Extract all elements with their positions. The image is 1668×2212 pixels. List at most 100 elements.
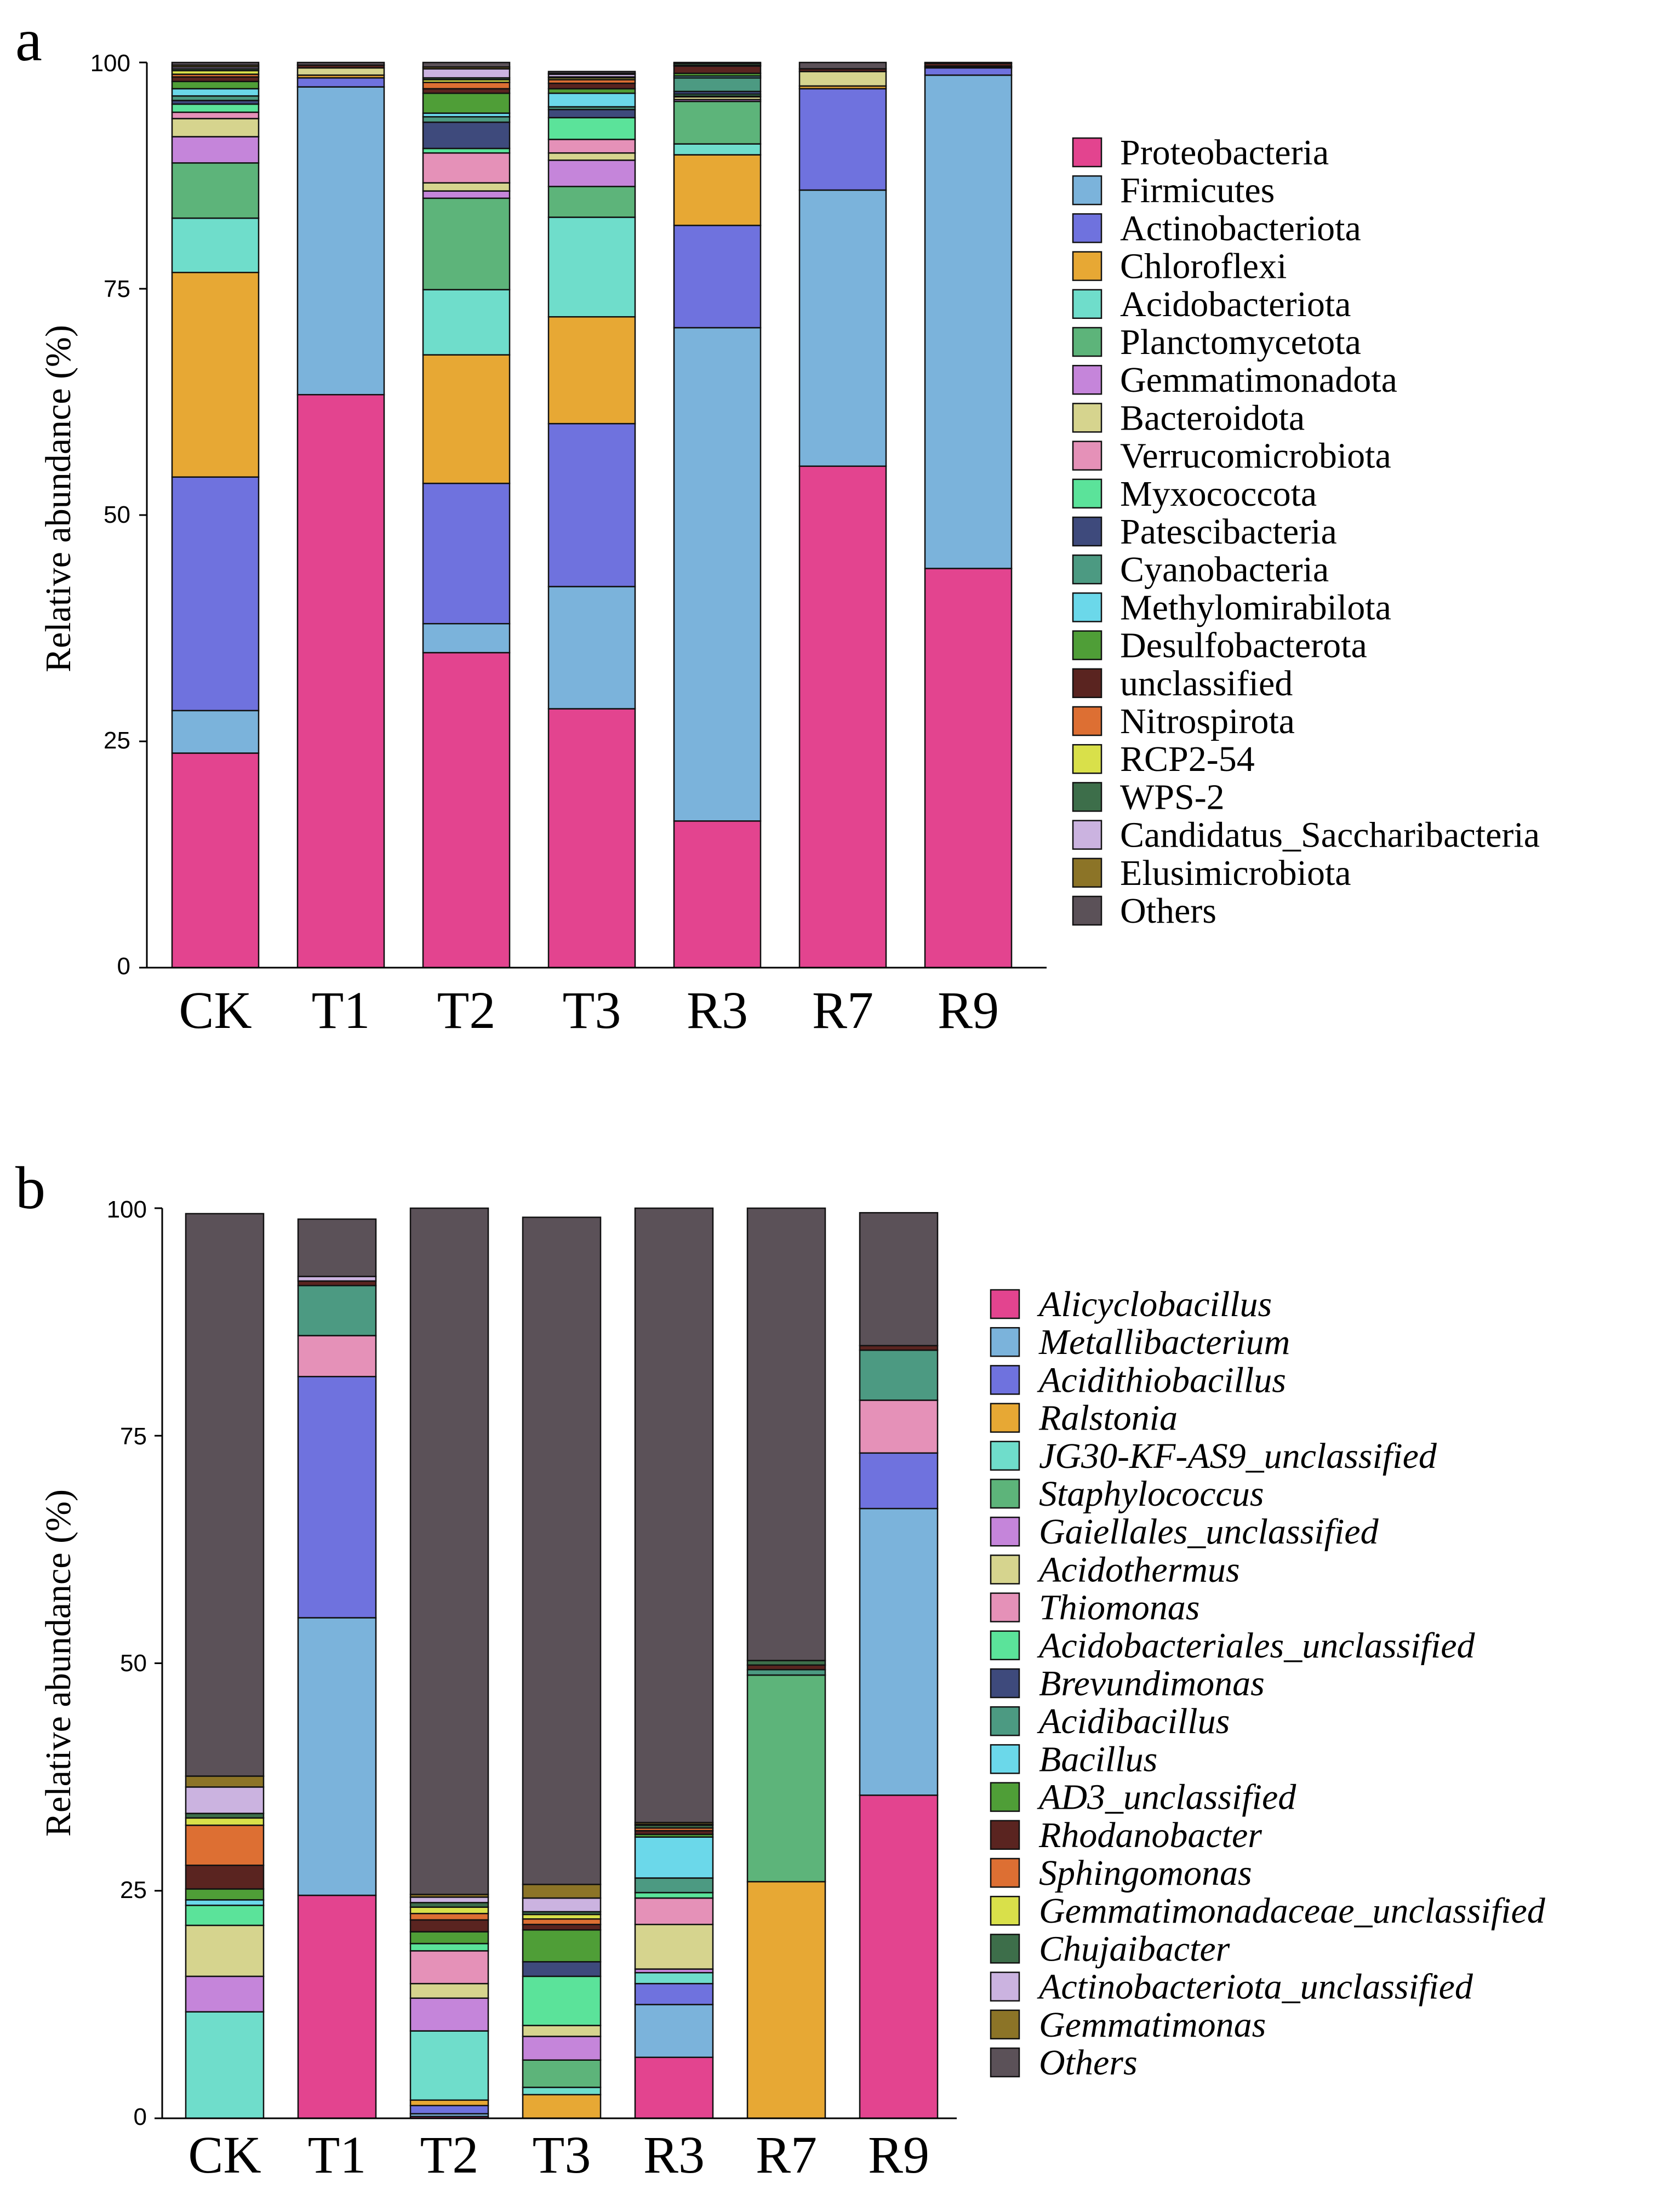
panel-b-bar-segment <box>297 1284 377 1336</box>
panel-b-bar-segment <box>409 1931 489 1945</box>
panel-a-bar-segment <box>673 61 762 64</box>
panel-a-bar-segment <box>171 61 260 66</box>
panel-a-bar-segment <box>673 820 762 969</box>
panel-a-category-label: R9 <box>938 981 999 1039</box>
panel-b-y-tick-label: 75 <box>120 1423 147 1450</box>
panel-a-bar-segment <box>673 143 762 156</box>
panel-b-bar-segment <box>409 1997 489 2032</box>
panel-b-legend: AlicyclobacillusMetallibacteriumAcidithi… <box>990 1284 1546 2083</box>
panel-b-legend-label: Others <box>1039 2043 1138 2083</box>
panel-b-bar-segment <box>522 2094 602 2119</box>
panel-b-bar-segment <box>185 1864 265 1890</box>
panel-b-legend-label: Acidobacteriales_unclassified <box>1037 1626 1476 1666</box>
panel-a-bar-segment <box>673 327 762 822</box>
panel-b-bar-segment <box>746 1674 826 1883</box>
panel-a-bar-segment <box>798 71 887 87</box>
panel-b-category-label: R7 <box>756 2125 817 2184</box>
panel-b-category-label: R9 <box>868 2125 929 2184</box>
panel-a-bar-segment <box>547 108 636 119</box>
panel-a-legend-swatch <box>1072 403 1103 433</box>
panel-a-legend-label: Nitrospirota <box>1120 701 1295 741</box>
panel-b-legend-label: Acidothermus <box>1037 1550 1240 1590</box>
panel-b-y-tick-label: 50 <box>120 1650 147 1677</box>
panel-a-bar-segment <box>171 162 260 219</box>
panel-b-legend-swatch <box>990 1668 1020 1699</box>
panel-a-bar-segment <box>924 568 1013 969</box>
panel-b-bar-segment <box>634 1923 714 1970</box>
panel-a-legend-swatch <box>1072 175 1103 205</box>
panel-b-bar-segment <box>522 2036 602 2061</box>
panel-a-legend-label: Gemmatimonadota <box>1120 360 1397 400</box>
panel-b-bar-segment <box>409 1906 489 1914</box>
panel-b-bar-segment <box>522 1923 602 1931</box>
panel-b-bar-segment <box>185 1775 265 1788</box>
panel-a-bar-segment <box>547 117 636 140</box>
panel-b-bar-segment <box>634 2056 714 2119</box>
panel-a-legend-label: Elusimicrobiota <box>1120 853 1351 893</box>
panel-a-legend-swatch <box>1072 327 1103 357</box>
panel-b-legend-label: Staphylococcus <box>1039 1474 1264 1514</box>
panel-b-bar-segment <box>522 1961 602 1977</box>
panel-a-bar-segment <box>673 154 762 226</box>
panel-b-bar-segment <box>634 1971 714 1985</box>
panel-a-bar-segment <box>422 289 511 356</box>
panel-a-bar-segment <box>924 61 1013 64</box>
panel-b-bar-segment <box>859 1349 939 1401</box>
panel-b-legend-swatch <box>990 1706 1020 1736</box>
panel-a-bar-segment <box>422 197 511 290</box>
panel-a-bar-segment <box>798 189 887 467</box>
panel-a-bar-segment <box>422 622 511 654</box>
panel-b-bar-segment <box>522 1975 602 2026</box>
panel-b-bar-segment <box>185 1817 265 1826</box>
panel-a-bar-segment <box>547 159 636 187</box>
panel-a-legend-swatch <box>1072 137 1103 168</box>
panel-b-bar-segment <box>185 1786 265 1814</box>
panel-a-y-axis-label: Relative abundance (%) <box>38 325 78 672</box>
panel-b-legend-swatch <box>990 1554 1020 1585</box>
panel-a-bar-segment <box>673 77 762 93</box>
panel-a-y-tick-label: 25 <box>104 727 130 754</box>
panel-a-y-tick-label: 50 <box>104 501 130 528</box>
panel-b-bars <box>185 1207 939 2119</box>
panel-a-category-label: R7 <box>812 981 873 1039</box>
panel-a-legend-swatch <box>1072 516 1103 547</box>
panel-b-bar-segment <box>297 1617 377 1896</box>
panel-b-legend-label: Bacillus <box>1039 1739 1157 1779</box>
panel-b-bar-segment <box>522 1216 602 1885</box>
panel-a-legend-label: Others <box>1120 891 1216 931</box>
panel-a-y-tick-labels: 0 25 50 75 100 <box>90 50 130 980</box>
panel-b-bar-segment <box>522 2087 602 2096</box>
panel-a-bar-segment <box>673 100 762 145</box>
panel-b-y-tick-labels: 0 25 50 75 100 <box>107 1196 147 2130</box>
panel-a-legend-swatch <box>1072 668 1103 699</box>
panel-b-bar-segment <box>185 1824 265 1866</box>
panel-a-bar-segment <box>422 354 511 484</box>
panel-a-bar-segment <box>296 394 385 969</box>
panel-b-y-tick-label: 25 <box>120 1877 147 1904</box>
panel-a-bar-segment <box>171 272 260 478</box>
panel-a-category-label: T2 <box>437 981 496 1039</box>
panel-a-legend-swatch <box>1072 478 1103 509</box>
panel-b-legend-swatch <box>990 1971 1020 2002</box>
panel-a-bar-segment <box>171 476 260 712</box>
panel-b-bar-segment <box>522 1918 602 1925</box>
panel-a-legend-label: Myxococcota <box>1120 474 1317 514</box>
panel-a-legend-swatch <box>1072 213 1103 243</box>
panel-a-bar-segment <box>422 482 511 625</box>
panel-b-legend-swatch <box>990 1820 1020 1850</box>
panel-b-legend-label: Thiomonas <box>1039 1588 1199 1628</box>
panel-a-bar-segment <box>422 116 511 123</box>
panel-b-legend-swatch <box>990 1441 1020 1471</box>
panel-a-bar-segment <box>171 111 260 119</box>
panel-a-legend-label: Chloroflexi <box>1120 247 1287 287</box>
panel-a-bar-segment <box>296 77 385 88</box>
panel-b-bar-segment <box>522 2059 602 2088</box>
panel-a-category-label: CK <box>179 981 252 1039</box>
panel-a-bar-segment <box>422 68 511 79</box>
panel-a-legend-label: Planctomycetota <box>1120 322 1361 362</box>
panel-b-legend-swatch <box>990 1630 1020 1661</box>
panel-a-bar-segment <box>422 82 511 90</box>
panel-b-bar-segment <box>634 1891 714 1899</box>
panel-letter-b: b <box>15 1154 45 1221</box>
panel-b-bar-segment <box>409 2099 489 2106</box>
